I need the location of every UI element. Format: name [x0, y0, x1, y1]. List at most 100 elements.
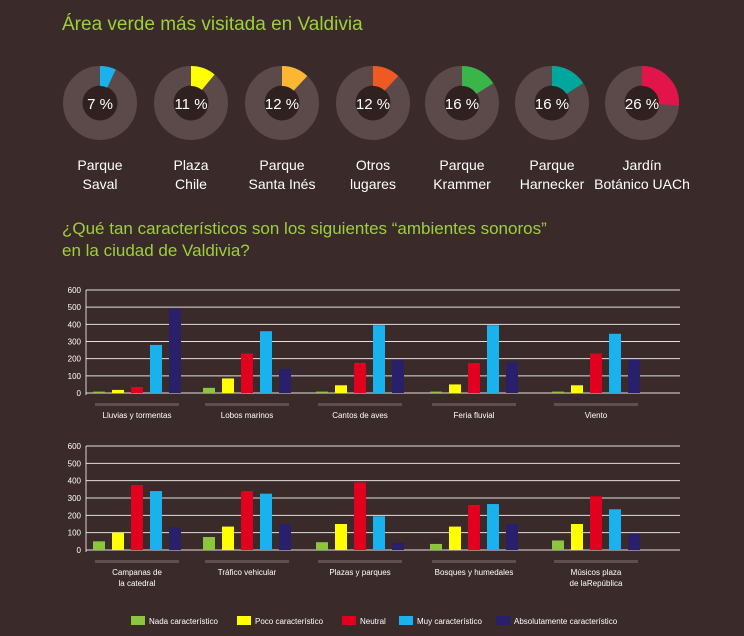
- bar: [169, 527, 181, 550]
- bar: [241, 353, 253, 393]
- x-tick-label: de laRepública: [570, 579, 623, 588]
- bar: [279, 524, 291, 550]
- x-tick-label: Plazas y parques: [329, 568, 390, 577]
- bar: [279, 368, 291, 393]
- donut-chart: 11 %: [154, 66, 228, 140]
- donut-place-line: Botánico UACh: [594, 176, 690, 192]
- donut-hole: [355, 85, 391, 121]
- donut-chart: 12 %: [336, 66, 410, 140]
- y-tick-label: 100: [68, 372, 82, 381]
- y-tick-label: 0: [77, 546, 82, 555]
- donut-place-label: Parque Santa Inés: [234, 156, 330, 194]
- bar: [112, 389, 124, 393]
- donut-place-line: Parque: [439, 157, 485, 173]
- donut-place-line: Parque: [77, 157, 123, 173]
- legend-label: Absolutamente característico: [514, 617, 618, 626]
- y-tick-label: 300: [68, 338, 82, 347]
- category-underline: [95, 560, 179, 563]
- legend-label: Nada característico: [149, 617, 218, 626]
- donut-value-label: 12 %: [356, 96, 390, 113]
- bar: [316, 542, 328, 550]
- y-tick-label: 400: [68, 320, 82, 329]
- legend-swatch: [496, 616, 510, 625]
- donut-place-label: Otros lugares: [325, 156, 421, 194]
- donut-value-label: 16 %: [535, 96, 569, 113]
- donut-hole: [173, 85, 209, 121]
- x-tick-label: Cantos de aves: [332, 411, 388, 420]
- y-tick-label: 600: [68, 442, 82, 451]
- donut-place-label: Parque Saval: [52, 156, 148, 194]
- bar: [241, 491, 253, 550]
- bar: [260, 493, 272, 550]
- bar: [112, 532, 124, 550]
- category-underline: [95, 403, 179, 406]
- category-underline: [554, 403, 638, 406]
- bar: [506, 362, 518, 393]
- bar: [571, 385, 583, 393]
- bar: [222, 378, 234, 393]
- x-tick-label: la catedral: [119, 579, 156, 588]
- donut-chart: 12 %: [245, 66, 319, 140]
- y-tick-label: 200: [68, 511, 82, 520]
- donut-place-line: Plaza: [173, 157, 209, 173]
- donut-segment: [63, 66, 137, 140]
- bar: [468, 362, 480, 393]
- donut-hole: [444, 85, 480, 121]
- page-title-sounds: ¿Qué tan característicos son los siguien…: [62, 218, 622, 262]
- bar: [609, 333, 621, 393]
- bar: [150, 344, 162, 393]
- bar: [335, 385, 347, 393]
- donut-place-line: lugares: [350, 176, 396, 192]
- donut-place-line: Krammer: [433, 176, 491, 192]
- bar: [506, 524, 518, 550]
- x-tick-label: Lluvias y tormentas: [103, 411, 172, 420]
- donut-segment: [245, 66, 319, 140]
- bar: [316, 391, 328, 393]
- legend-swatch: [237, 616, 251, 625]
- donut-place-line: Santa Inés: [248, 176, 316, 192]
- bar: [392, 543, 404, 550]
- donut-segment: [154, 66, 228, 140]
- x-tick-label: Lobos marinos: [221, 411, 273, 420]
- legend-label: Poco característico: [255, 617, 324, 626]
- category-underline: [318, 403, 402, 406]
- bar: [430, 391, 442, 393]
- donut-segment: [515, 66, 589, 140]
- category-underline: [432, 403, 516, 406]
- donut-place-line: Otros: [355, 157, 391, 173]
- legend-label: Neutral: [360, 617, 386, 626]
- x-tick-label: Tráfico vehicular: [218, 568, 277, 577]
- bar: [335, 524, 347, 550]
- bar: [609, 509, 621, 550]
- donut-place-label: Parque Harnecker: [504, 156, 600, 194]
- bar: [487, 504, 499, 550]
- bar: [131, 386, 143, 393]
- category-underline: [205, 560, 289, 563]
- category-underline: [318, 560, 402, 563]
- category-underline: [432, 560, 516, 563]
- bar: [354, 482, 366, 550]
- bar-chart: 0 100 200 300 400 500 600 Lluvias y tormentas Lo…: [68, 286, 680, 420]
- bar: [468, 504, 480, 550]
- x-tick-label: Músicos plaza: [571, 568, 622, 577]
- bar: [628, 359, 640, 393]
- category-underline: [205, 403, 289, 406]
- title-line-2: en la ciudad de Valdivia?: [62, 241, 250, 260]
- donut-hole: [624, 85, 660, 121]
- donut-segment: [605, 66, 679, 140]
- donut-segment: [425, 66, 499, 140]
- y-tick-label: 600: [68, 286, 82, 295]
- donut-place-label: Parque Krammer: [414, 156, 510, 194]
- bar: [552, 540, 564, 550]
- donut-chart: 16 %: [515, 66, 589, 140]
- y-tick-label: 400: [68, 477, 82, 486]
- x-tick-label: Campanas de: [112, 568, 162, 577]
- donut-place-line: Chile: [175, 176, 207, 192]
- bar: [590, 496, 602, 550]
- y-tick-label: 100: [68, 529, 82, 538]
- legend: Nada característico Poco característico Ne…: [131, 616, 618, 626]
- donut-place-line: Parque: [259, 157, 305, 173]
- bar: [590, 353, 602, 393]
- y-tick-label: 0: [77, 389, 82, 398]
- y-tick-label: 500: [68, 303, 82, 312]
